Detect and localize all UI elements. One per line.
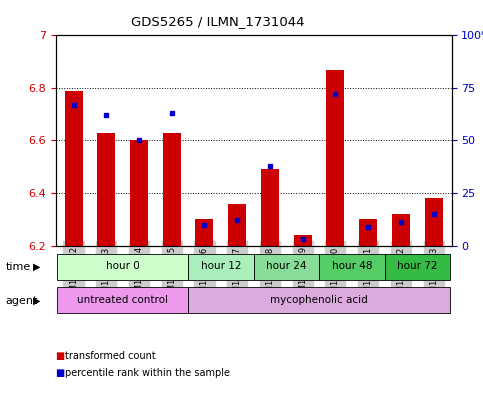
Text: ■: ■ [56, 351, 65, 361]
Bar [97, 132, 115, 246]
Bar [163, 132, 181, 246]
Bar [392, 214, 410, 246]
Bar [254, 254, 319, 280]
Text: agent: agent [6, 296, 38, 306]
Text: untreated control: untreated control [77, 295, 168, 305]
Bar [188, 254, 254, 280]
Bar [130, 141, 148, 246]
Bar [294, 235, 312, 246]
Text: transformed count: transformed count [65, 351, 156, 361]
Text: ▶: ▶ [33, 262, 41, 272]
Text: hour 12: hour 12 [200, 261, 241, 271]
Text: mycophenolic acid: mycophenolic acid [270, 295, 368, 305]
Bar [359, 219, 377, 246]
Text: ■: ■ [56, 367, 65, 378]
Bar [425, 198, 442, 246]
Bar [65, 90, 83, 246]
Text: time: time [6, 262, 31, 272]
Bar [57, 287, 188, 313]
Bar [57, 254, 188, 280]
Text: hour 72: hour 72 [397, 261, 438, 271]
Text: GDS5265 / ILMN_1731044: GDS5265 / ILMN_1731044 [130, 15, 304, 28]
Bar [261, 169, 279, 246]
Bar [384, 254, 450, 280]
Bar [319, 254, 384, 280]
Text: ▶: ▶ [33, 296, 41, 306]
Text: hour 48: hour 48 [331, 261, 372, 271]
Text: percentile rank within the sample: percentile rank within the sample [65, 367, 230, 378]
Bar [228, 204, 246, 246]
Bar [327, 70, 344, 246]
Bar [196, 219, 213, 246]
Text: hour 0: hour 0 [106, 261, 140, 271]
Bar [188, 287, 450, 313]
Text: hour 24: hour 24 [266, 261, 307, 271]
